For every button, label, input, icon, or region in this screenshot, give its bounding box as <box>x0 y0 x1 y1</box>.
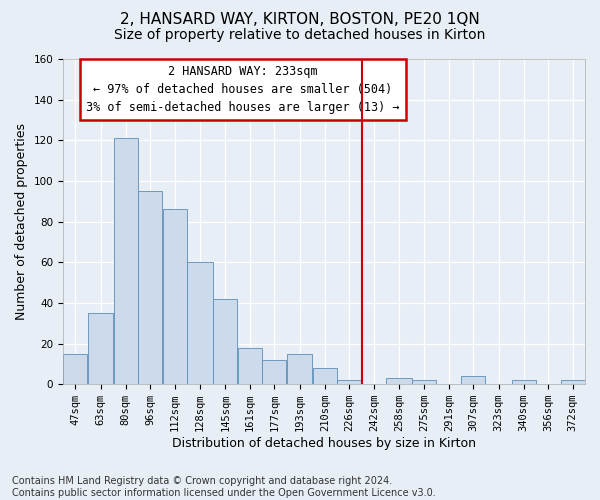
Bar <box>138 191 162 384</box>
Bar <box>262 360 286 384</box>
X-axis label: Distribution of detached houses by size in Kirton: Distribution of detached houses by size … <box>172 437 476 450</box>
Bar <box>461 376 485 384</box>
Bar <box>287 354 312 384</box>
Text: Size of property relative to detached houses in Kirton: Size of property relative to detached ho… <box>115 28 485 42</box>
Bar <box>512 380 536 384</box>
Bar <box>238 348 262 384</box>
Bar <box>412 380 436 384</box>
Bar <box>561 380 585 384</box>
Text: 2 HANSARD WAY: 233sqm
← 97% of detached houses are smaller (504)
3% of semi-deta: 2 HANSARD WAY: 233sqm ← 97% of detached … <box>86 65 400 114</box>
Bar <box>88 313 113 384</box>
Text: 2, HANSARD WAY, KIRTON, BOSTON, PE20 1QN: 2, HANSARD WAY, KIRTON, BOSTON, PE20 1QN <box>120 12 480 28</box>
Bar <box>187 262 213 384</box>
Bar <box>213 299 237 384</box>
Bar <box>386 378 412 384</box>
Text: Contains HM Land Registry data © Crown copyright and database right 2024.
Contai: Contains HM Land Registry data © Crown c… <box>12 476 436 498</box>
Y-axis label: Number of detached properties: Number of detached properties <box>15 123 28 320</box>
Bar <box>114 138 138 384</box>
Bar <box>163 210 187 384</box>
Bar <box>63 354 87 384</box>
Bar <box>337 380 361 384</box>
Bar <box>313 368 337 384</box>
